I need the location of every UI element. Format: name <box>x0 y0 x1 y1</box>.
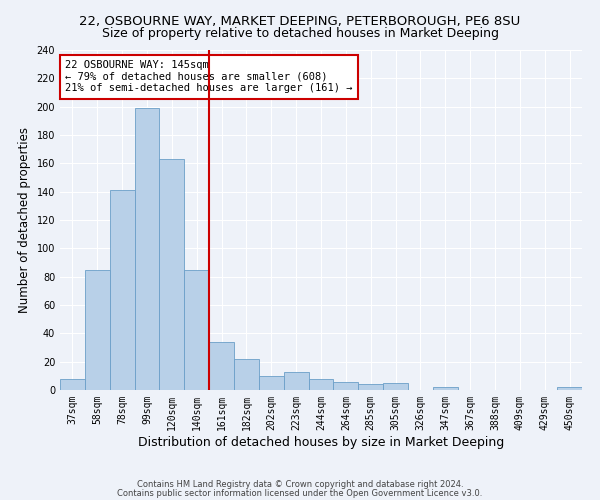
Bar <box>557 387 582 390</box>
Bar <box>259 376 284 390</box>
Bar <box>284 372 308 390</box>
Bar <box>110 190 134 390</box>
Bar <box>433 387 458 390</box>
X-axis label: Distribution of detached houses by size in Market Deeping: Distribution of detached houses by size … <box>138 436 504 448</box>
Bar <box>358 384 383 390</box>
Text: 22 OSBOURNE WAY: 145sqm
← 79% of detached houses are smaller (608)
21% of semi-d: 22 OSBOURNE WAY: 145sqm ← 79% of detache… <box>65 60 353 94</box>
Text: 22, OSBOURNE WAY, MARKET DEEPING, PETERBOROUGH, PE6 8SU: 22, OSBOURNE WAY, MARKET DEEPING, PETERB… <box>79 15 521 28</box>
Bar <box>134 108 160 390</box>
Bar <box>160 159 184 390</box>
Bar <box>234 359 259 390</box>
Text: Contains HM Land Registry data © Crown copyright and database right 2024.: Contains HM Land Registry data © Crown c… <box>137 480 463 489</box>
Bar <box>85 270 110 390</box>
Y-axis label: Number of detached properties: Number of detached properties <box>18 127 31 313</box>
Bar <box>383 383 408 390</box>
Bar <box>334 382 358 390</box>
Text: Size of property relative to detached houses in Market Deeping: Size of property relative to detached ho… <box>101 28 499 40</box>
Text: Contains public sector information licensed under the Open Government Licence v3: Contains public sector information licen… <box>118 488 482 498</box>
Bar <box>60 378 85 390</box>
Bar <box>209 342 234 390</box>
Bar <box>184 270 209 390</box>
Bar <box>308 378 334 390</box>
